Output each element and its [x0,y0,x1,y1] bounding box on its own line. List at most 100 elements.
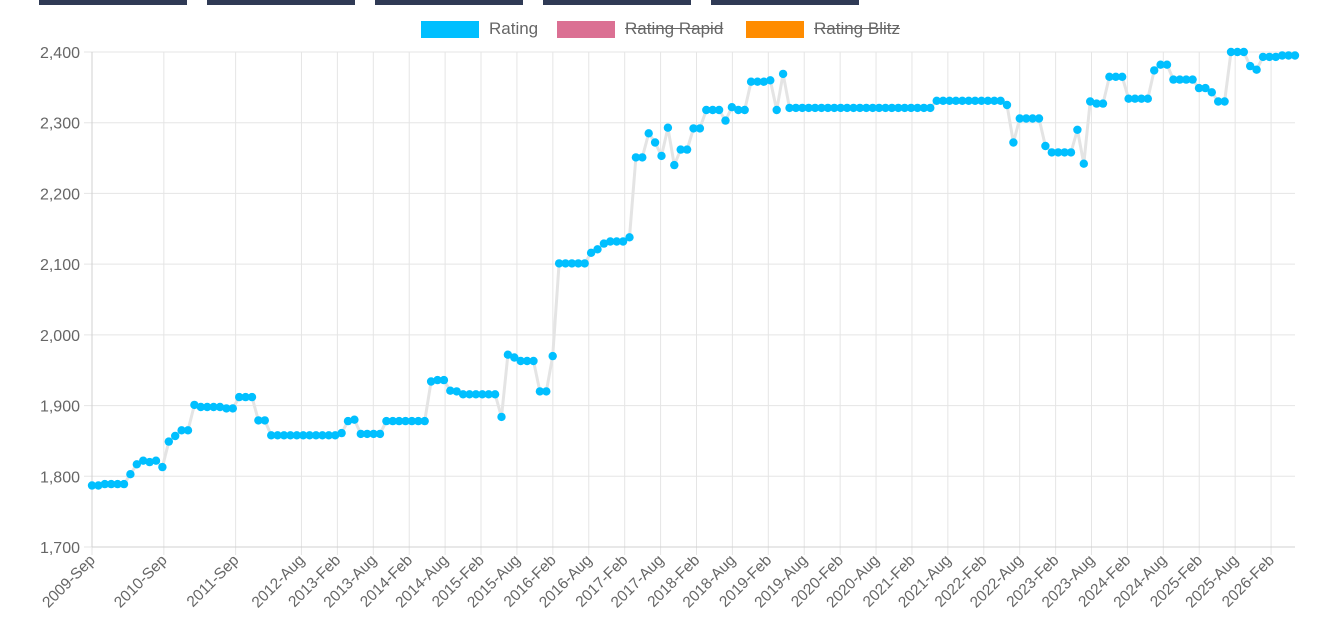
legend-item-rating[interactable]: Rating [421,16,538,42]
data-point-rating[interactable] [439,375,449,385]
data-point-rating[interactable] [580,259,589,268]
data-point-rating[interactable] [766,76,775,85]
data-point-rating[interactable] [497,412,506,422]
data-point-rating[interactable] [586,248,596,257]
data-point-rating[interactable] [254,416,263,425]
data-point-rating[interactable] [810,103,820,113]
data-point-rating[interactable] [196,402,205,412]
top-tab-2[interactable] [207,0,355,5]
data-point-rating[interactable] [331,431,340,440]
data-point-rating[interactable] [593,245,602,254]
data-point-rating[interactable] [503,350,513,359]
data-point-rating[interactable] [1009,138,1018,147]
data-point-rating[interactable] [900,103,909,113]
data-point-rating[interactable] [215,402,225,412]
data-point-rating[interactable] [100,479,110,489]
data-point-rating[interactable] [548,351,557,361]
data-point-rating[interactable] [906,103,916,113]
data-point-rating[interactable] [382,416,391,426]
data-point-rating[interactable] [1246,61,1255,71]
data-point-rating[interactable] [183,426,193,435]
data-point-rating[interactable] [228,404,237,413]
data-point-rating[interactable] [689,124,698,133]
data-point-rating[interactable] [471,390,481,399]
data-point-rating[interactable] [94,481,103,490]
data-point-rating[interactable] [1111,72,1121,82]
data-point-rating[interactable] [1137,94,1146,103]
data-point-rating[interactable] [682,145,692,154]
data-point-rating[interactable] [1118,72,1127,82]
data-point-rating[interactable] [1162,60,1172,69]
data-point-rating[interactable] [887,103,897,113]
legend-item-rating-blitz[interactable]: Rating Blitz [746,16,900,42]
data-point-rating[interactable] [830,103,839,113]
data-point-rating[interactable] [798,103,807,113]
data-point-rating[interactable] [695,124,705,133]
data-point-rating[interactable] [753,77,762,86]
data-point-rating[interactable] [1156,60,1165,69]
data-point-rating[interactable] [286,431,295,440]
data-point-rating[interactable] [1233,47,1242,57]
data-point-rating[interactable] [849,103,858,113]
data-point-rating[interactable] [855,103,865,113]
data-point-rating[interactable] [606,237,615,246]
data-point-rating[interactable] [510,353,519,362]
data-point-rating[interactable] [791,103,801,113]
data-point-rating[interactable] [894,103,903,113]
data-point-rating[interactable] [964,96,973,106]
data-point-rating[interactable] [1194,83,1204,93]
data-point-rating[interactable] [1047,148,1057,157]
data-point-rating[interactable] [1105,72,1114,82]
data-point-rating[interactable] [1130,94,1140,103]
data-point-rating[interactable] [324,431,333,440]
data-point-rating[interactable] [1278,51,1287,60]
data-point-rating[interactable] [913,103,922,113]
data-point-rating[interactable] [708,105,717,115]
data-point-rating[interactable] [1201,83,1210,93]
data-point-rating[interactable] [721,116,730,125]
data-point-rating[interactable] [490,390,500,399]
data-point-rating[interactable] [190,400,199,410]
data-point-rating[interactable] [612,237,621,246]
data-point-rating[interactable] [919,103,929,113]
data-point-rating[interactable] [1258,52,1268,62]
data-point-rating[interactable] [1015,114,1024,123]
data-point-rating[interactable] [599,239,609,248]
data-point-rating[interactable] [1034,114,1044,123]
data-point-rating[interactable] [1252,65,1261,74]
data-point-rating[interactable] [727,103,737,112]
data-point-rating[interactable] [1086,97,1095,106]
data-point-rating[interactable] [1207,88,1217,97]
data-point-rating[interactable] [1079,159,1089,168]
data-point-rating[interactable] [145,457,154,467]
data-point-rating[interactable] [401,416,410,426]
data-point-rating[interactable] [1028,114,1037,123]
data-point-rating[interactable] [139,456,148,465]
data-point-rating[interactable] [1175,75,1185,84]
top-tab-3[interactable] [375,0,523,5]
top-tab-4[interactable] [543,0,691,5]
data-point-rating[interactable] [260,416,269,425]
data-point-rating[interactable] [414,416,423,426]
data-point-rating[interactable] [1169,75,1178,84]
data-point-rating[interactable] [970,96,980,106]
data-point-rating[interactable] [631,153,641,162]
data-point-rating[interactable] [746,77,756,86]
data-point-rating[interactable] [369,429,378,439]
data-point-rating[interactable] [177,426,186,435]
data-point-rating[interactable] [522,356,532,366]
data-point-rating[interactable] [458,390,468,399]
data-point-rating[interactable] [1054,148,1063,157]
data-point-rating[interactable] [209,402,218,412]
data-point-rating[interactable] [958,96,967,106]
data-point-rating[interactable] [1092,99,1101,108]
top-tab-1[interactable] [39,0,187,5]
data-point-rating[interactable] [1239,47,1249,57]
data-point-rating[interactable] [446,386,455,395]
data-point-rating[interactable] [868,103,877,113]
data-point-rating[interactable] [388,416,397,426]
data-point-rating[interactable] [1188,75,1197,84]
data-point-rating[interactable] [823,103,833,113]
data-point-rating[interactable] [516,356,525,366]
data-point-rating[interactable] [158,462,167,472]
